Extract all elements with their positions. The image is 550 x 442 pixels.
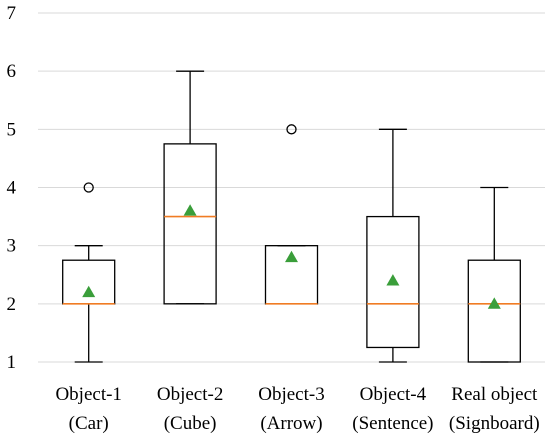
- category-sublabel-5: (Signboard): [449, 413, 540, 434]
- outlier-point: [286, 124, 297, 135]
- iqr-box: [62, 259, 116, 305]
- y-tick-label-2: 2: [7, 294, 17, 315]
- mean-marker: [183, 204, 197, 216]
- y-tick-label-4: 4: [7, 178, 17, 199]
- category-sublabel-4: (Sentence): [352, 413, 433, 434]
- mean-marker: [386, 274, 400, 286]
- y-tick-label-3: 3: [7, 236, 17, 257]
- iqr-box: [366, 215, 420, 349]
- iqr-box: [163, 143, 217, 305]
- y-axis-ticks: 1 2 3 4 5 6 7: [7, 3, 17, 373]
- box-group-3: [264, 124, 319, 305]
- y-tick-label-5: 5: [7, 119, 17, 140]
- mean-marker: [487, 297, 501, 309]
- mean-marker: [285, 250, 298, 263]
- x-axis-categories: Object-1 (Car) Object-2 (Cube) Object-3 (Arro…: [55, 384, 539, 434]
- category-label-1: Object-1: [55, 384, 121, 405]
- category-sublabel-1: (Car): [69, 413, 109, 434]
- box-group-4: [366, 128, 420, 363]
- category-label-2: Object-2: [157, 384, 223, 405]
- category-sublabel-2: (Cube): [164, 413, 217, 434]
- category-label-4: Object-4: [360, 384, 427, 405]
- mean-marker: [82, 285, 96, 298]
- category-label-3: Object-3: [258, 384, 324, 405]
- grid-lines: [38, 12, 545, 363]
- y-tick-label-7: 7: [7, 3, 17, 24]
- category-label-5: Real object: [451, 384, 538, 405]
- outlier-point: [83, 182, 94, 193]
- category-sublabel-3: (Arrow): [260, 413, 322, 434]
- box-group-5: [467, 186, 521, 363]
- iqr-box: [467, 259, 521, 363]
- boxes: [62, 70, 521, 363]
- y-tick-label-1: 1: [7, 352, 17, 373]
- box-group-1: [62, 182, 116, 363]
- box-group-2: [163, 70, 217, 305]
- y-tick-label-6: 6: [7, 61, 17, 82]
